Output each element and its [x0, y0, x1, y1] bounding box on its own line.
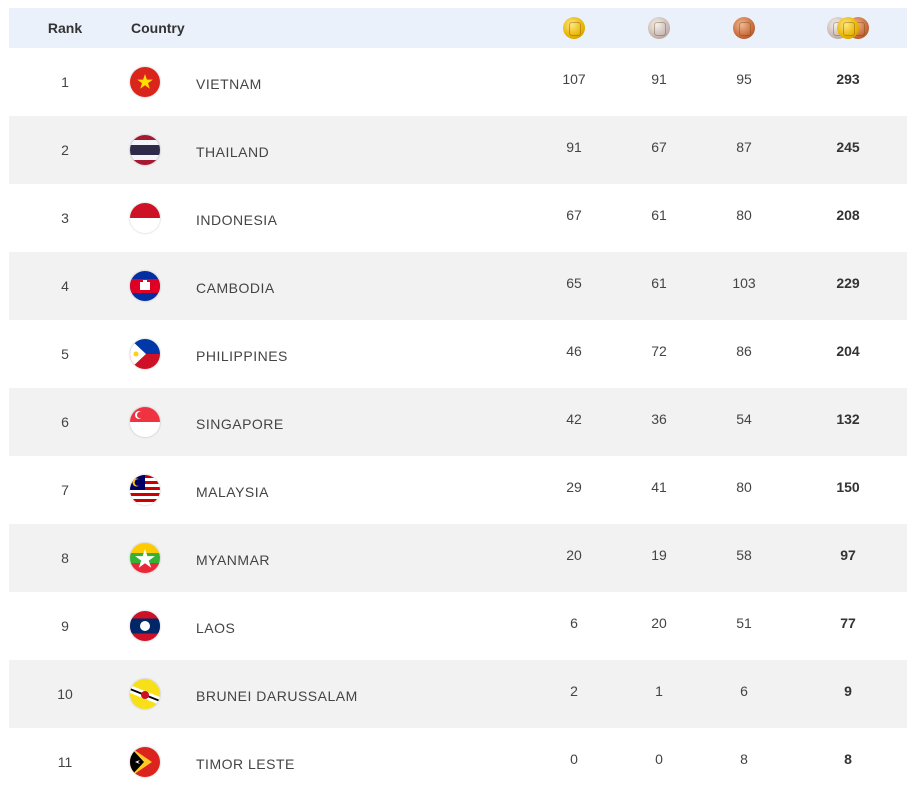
gold-count: 6: [570, 615, 578, 631]
table-header: Rank Country: [9, 8, 907, 48]
table-row[interactable]: 10 BRUNEI DARUSSALAM 2 1 6 9: [9, 660, 907, 728]
total-count: 245: [836, 139, 860, 155]
table-row[interactable]: 2 THAILAND 91 67 87 245: [9, 116, 907, 184]
table-row[interactable]: 4 CAMBODIA 65 61 103 229: [9, 252, 907, 320]
country-name: VIETNAM: [196, 76, 262, 92]
country-name: INDONESIA: [196, 212, 278, 228]
country-name: PHILIPPINES: [196, 348, 288, 364]
total-count: 8: [844, 751, 852, 767]
country-name: CAMBODIA: [196, 280, 275, 296]
silver-count: 36: [651, 411, 667, 427]
silver-count: 20: [651, 615, 667, 631]
rank-cell: 3: [61, 210, 69, 226]
bronze-count: 86: [736, 343, 752, 359]
myanmar-flag-icon: [130, 543, 160, 573]
table-row[interactable]: 5 PHILIPPINES 46 72 86 204: [9, 320, 907, 388]
table-row[interactable]: 6 SINGAPORE 42 36 54 132: [9, 388, 907, 456]
gold-count: 29: [566, 479, 582, 495]
total-medals-icon[interactable]: [827, 17, 869, 39]
country-name: BRUNEI DARUSSALAM: [196, 688, 358, 704]
gold-medal-icon[interactable]: [563, 17, 585, 39]
silver-count: 61: [651, 207, 667, 223]
total-count: 9: [844, 683, 852, 699]
rank-cell: 6: [61, 414, 69, 430]
silver-count: 91: [651, 71, 667, 87]
thailand-flag-icon: [130, 135, 160, 165]
rank-cell: 4: [61, 278, 69, 294]
country-name: SINGAPORE: [196, 416, 284, 432]
silver-count: 72: [651, 343, 667, 359]
table-row[interactable]: 11 TIMOR LESTE 0 0 8 8: [9, 728, 907, 796]
gold-count: 0: [570, 751, 578, 767]
bronze-medal-icon[interactable]: [733, 17, 755, 39]
rank-column-header[interactable]: Rank: [47, 20, 83, 36]
rank-cell: 9: [61, 618, 69, 634]
rank-cell: 2: [61, 142, 69, 158]
vietnam-flag-icon: [130, 67, 160, 97]
gold-count: 67: [566, 207, 582, 223]
silver-count: 61: [651, 275, 667, 291]
country-name: MALAYSIA: [196, 484, 269, 500]
silver-count: 67: [651, 139, 667, 155]
gold-count: 2: [570, 683, 578, 699]
singapore-flag-icon: [130, 407, 160, 437]
total-count: 208: [836, 207, 860, 223]
philippines-flag-icon: [130, 339, 160, 369]
table-row[interactable]: 1 VIETNAM 107 91 95 293: [9, 48, 907, 116]
table-row[interactable]: 8 MYANMAR 20 19 58 97: [9, 524, 907, 592]
indonesia-flag-icon: [130, 203, 160, 233]
laos-flag-icon: [130, 611, 160, 641]
silver-medal-icon[interactable]: [648, 17, 670, 39]
gold-count: 20: [566, 547, 582, 563]
bronze-count: 87: [736, 139, 752, 155]
rank-cell: 8: [61, 550, 69, 566]
table-row[interactable]: 3 INDONESIA 67 61 80 208: [9, 184, 907, 252]
brunei-flag-icon: [130, 679, 160, 709]
total-count: 97: [840, 547, 856, 563]
rank-cell: 10: [57, 686, 73, 702]
rank-cell: 5: [61, 346, 69, 362]
total-count: 77: [840, 615, 856, 631]
bronze-count: 95: [736, 71, 752, 87]
medal-table: Rank Country 1 VIETNAM 107 91 95 293 2 T…: [9, 8, 907, 796]
rank-cell: 1: [61, 74, 69, 90]
bronze-count: 54: [736, 411, 752, 427]
silver-count: 19: [651, 547, 667, 563]
gold-count: 46: [566, 343, 582, 359]
malaysia-flag-icon: [130, 475, 160, 505]
total-count: 150: [836, 479, 860, 495]
gold-count: 91: [566, 139, 582, 155]
country-name: THAILAND: [196, 144, 270, 160]
rank-cell: 11: [57, 754, 73, 770]
silver-count: 41: [651, 479, 667, 495]
country-column-header[interactable]: Country: [131, 20, 185, 36]
bronze-count: 58: [736, 547, 752, 563]
bronze-count: 8: [740, 751, 748, 767]
table-row[interactable]: 7 MALAYSIA 29 41 80 150: [9, 456, 907, 524]
bronze-count: 6: [740, 683, 748, 699]
timor-leste-flag-icon: [130, 747, 160, 777]
total-count: 204: [836, 343, 860, 359]
total-count: 132: [836, 411, 860, 427]
gold-count: 42: [566, 411, 582, 427]
silver-count: 0: [655, 751, 663, 767]
bronze-count: 51: [736, 615, 752, 631]
bronze-count: 80: [736, 479, 752, 495]
gold-count: 65: [566, 275, 582, 291]
silver-count: 1: [655, 683, 663, 699]
cambodia-flag-icon: [130, 271, 160, 301]
country-name: TIMOR LESTE: [196, 756, 295, 772]
bronze-count: 103: [732, 275, 756, 291]
bronze-count: 80: [736, 207, 752, 223]
gold-count: 107: [562, 71, 586, 87]
table-row[interactable]: 9 LAOS 6 20 51 77: [9, 592, 907, 660]
rank-cell: 7: [61, 482, 69, 498]
total-count: 293: [836, 71, 860, 87]
country-name: LAOS: [196, 620, 236, 636]
country-name: MYANMAR: [196, 552, 271, 568]
total-count: 229: [836, 275, 860, 291]
